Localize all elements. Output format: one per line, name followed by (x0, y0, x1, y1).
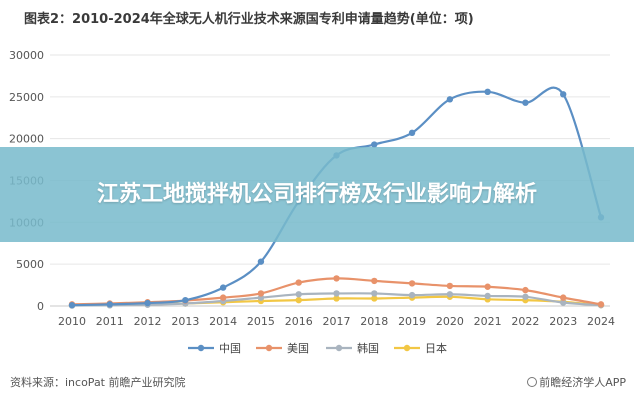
data-point (371, 141, 378, 148)
banner-headline: 江苏工地搅拌机公司排行榜及行业影响力解析 (96, 181, 537, 207)
x-tick-label: 2015 (247, 315, 275, 328)
x-tick-label: 2012 (134, 315, 162, 328)
data-point (560, 294, 567, 301)
data-point (182, 296, 189, 304)
data-point (371, 295, 378, 302)
source-note: 资料来源：incoPat 前瞻产业研究院 (10, 376, 186, 389)
data-point (295, 279, 302, 286)
data-point (333, 290, 340, 297)
data-point (144, 299, 151, 307)
data-point (408, 280, 416, 287)
x-tick-label: 2013 (171, 315, 199, 328)
y-tick-label: 25000 (9, 91, 44, 104)
legend-swatch-marker (335, 344, 343, 352)
legend-label: 中国 (219, 342, 241, 355)
x-tick-label: 2020 (436, 315, 464, 328)
data-point (484, 283, 491, 290)
data-point (560, 299, 567, 306)
x-tick-label: 2017 (323, 315, 351, 328)
legend-swatch-marker (403, 344, 411, 352)
legend: 中国 美国 韩国 日本 (188, 341, 447, 355)
data-point (446, 291, 454, 298)
data-point (484, 292, 491, 300)
x-tick-label: 2016 (285, 315, 313, 328)
x-tick-label: 2014 (209, 315, 237, 328)
title-banner: 江苏工地搅拌机公司排行榜及行业影响力解析 (0, 147, 634, 242)
data-point (295, 296, 302, 304)
brand-logo-icon (527, 377, 538, 387)
legend-label: 韩国 (357, 341, 379, 355)
data-point (371, 290, 378, 297)
data-point (522, 99, 529, 106)
data-point (257, 290, 265, 297)
x-tick-label: 2024 (587, 315, 615, 328)
data-point (219, 284, 227, 291)
data-point (219, 294, 227, 301)
y-tick-label: 30000 (9, 49, 44, 62)
data-point (522, 286, 529, 294)
chart-title: 图表2：2010-2024年全球无人机行业技术来源国专利申请量趋势(单位：项) (24, 12, 474, 27)
data-point (446, 282, 454, 290)
data-point (106, 301, 113, 308)
data-point (597, 301, 605, 308)
x-tick-label: 2010 (58, 315, 86, 328)
data-point (446, 96, 454, 103)
brand-footer: 前瞻经济学人APP (527, 374, 626, 390)
x-tick-label: 2019 (398, 315, 426, 328)
x-tick-label: 2022 (511, 315, 539, 328)
data-point (408, 129, 416, 137)
data-point (257, 258, 265, 265)
x-tick-label: 2021 (474, 315, 502, 328)
legend-label: 美国 (287, 342, 309, 355)
data-point (333, 275, 340, 282)
x-tick-label: 2011 (96, 315, 124, 328)
data-point (68, 301, 76, 309)
data-point (295, 291, 302, 298)
data-point (371, 277, 378, 285)
y-tick-label: 0 (37, 300, 44, 313)
x-axis-tick-labels: 2010 2011 2012 2013 2014 2015 2016 2017 2018 2019… (58, 315, 615, 328)
data-point (522, 293, 529, 300)
y-tick-label: 5000 (16, 258, 44, 271)
legend-label: 日本 (425, 341, 447, 355)
data-point (560, 91, 567, 98)
data-point (484, 88, 491, 96)
data-point (333, 295, 340, 302)
y-tick-label: 20000 (9, 133, 44, 146)
data-point (408, 291, 416, 299)
legend-swatch-marker (197, 344, 205, 352)
legend-swatch-marker (265, 344, 273, 352)
x-tick-label: 2018 (360, 315, 388, 328)
x-tick-label: 2023 (549, 315, 577, 328)
brand-label: 前瞻经济学人APP (539, 376, 626, 389)
